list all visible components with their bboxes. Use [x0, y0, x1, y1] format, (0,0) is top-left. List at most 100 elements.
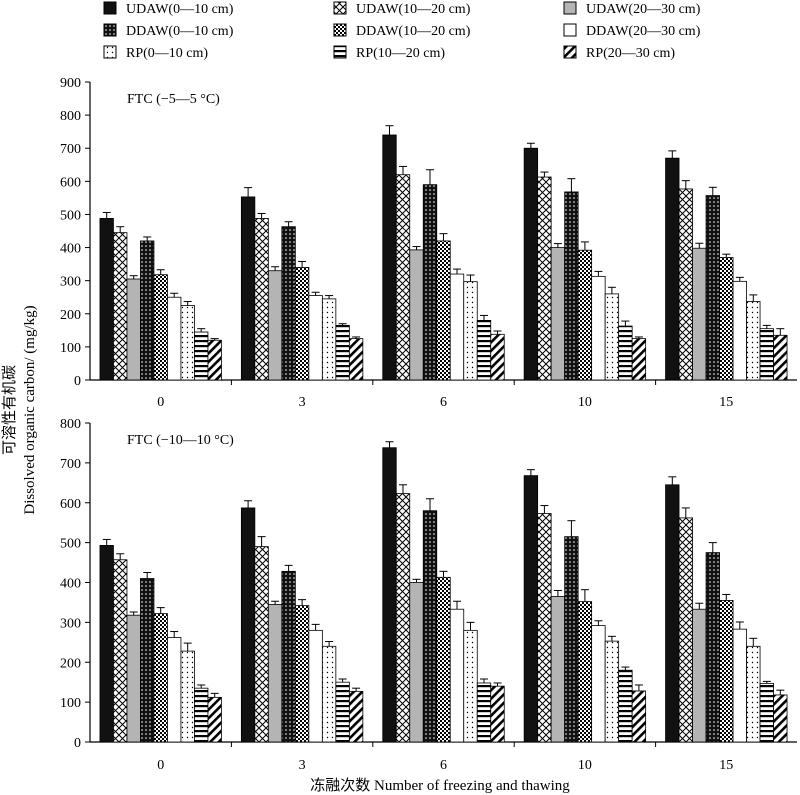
bar-15-series-1 — [665, 484, 680, 743]
legend-entry-7: RP(0—10 cm) — [103, 45, 208, 61]
legend-entry-9: RP(20—30 cm) — [563, 45, 675, 61]
legend-swatch — [563, 45, 577, 59]
bar-3-series-3 — [267, 604, 283, 743]
bar-10-series-4 — [564, 536, 579, 743]
bar-10-series-9 — [631, 338, 647, 381]
bar-15-series-3 — [692, 608, 707, 743]
y-tick-label: 300 — [60, 616, 81, 631]
x-tick-label: 6 — [440, 758, 447, 773]
x-tick-label: 10 — [578, 758, 592, 773]
bar-0-series-4 — [140, 240, 155, 381]
bar-15-series-6 — [732, 628, 747, 743]
panel-title: FTC (−10—10 °C) — [127, 433, 234, 448]
bar-6-series-6 — [449, 273, 465, 381]
bar-6-series-3 — [409, 249, 424, 381]
bar-3-series-1 — [240, 507, 256, 743]
bar-3-series-5 — [294, 267, 310, 381]
legend-label: DDAW(10—20 cm) — [356, 24, 471, 39]
bar-15-series-5 — [719, 600, 734, 743]
y-tick-label: 600 — [60, 175, 81, 190]
bar-6-series-5 — [436, 240, 451, 381]
bar-15-series-9 — [773, 334, 788, 381]
x-tick-label: 15 — [719, 758, 733, 773]
bar-0-series-5 — [153, 613, 168, 743]
bar-6-series-1 — [382, 134, 397, 381]
bar-6-series-3 — [409, 582, 424, 743]
legend-swatch — [333, 23, 347, 37]
y-tick-label: 200 — [60, 656, 81, 671]
bar-0-series-3 — [126, 614, 141, 743]
bar-3-series-2 — [254, 218, 269, 381]
bar-6-series-4 — [422, 510, 438, 743]
bar-15-series-8 — [759, 682, 774, 743]
bar-3-series-9 — [348, 690, 364, 743]
bar-15-series-5 — [719, 257, 734, 381]
bar-6-series-1 — [382, 447, 397, 743]
bar-15-series-3 — [692, 247, 707, 381]
bar-6-series-4 — [422, 184, 438, 381]
bar-3-series-2 — [254, 546, 269, 743]
bar-15-series-9 — [773, 694, 788, 743]
y-tick-label: 100 — [60, 696, 81, 711]
bar-10-series-1 — [523, 147, 539, 381]
bar-3-series-8 — [335, 324, 350, 381]
bar-3-series-3 — [267, 270, 283, 381]
y-axis-label-chinese: 可溶性有机碳 — [1, 365, 18, 455]
y-tick-label: 200 — [60, 308, 81, 323]
bar-0-series-1 — [99, 218, 114, 381]
x-tick-label: 0 — [157, 395, 164, 410]
bar-6-series-7 — [463, 281, 478, 381]
legend-entry-6: DDAW(20—30 cm) — [563, 23, 701, 39]
bar-0-series-8 — [194, 331, 209, 381]
bar-10-series-7 — [604, 293, 620, 381]
bar-3-series-6 — [308, 295, 323, 381]
bar-15-series-1 — [665, 157, 680, 381]
bar-10-series-2 — [537, 176, 552, 381]
bar-6-series-8 — [476, 319, 492, 381]
x-axis-label: 冻融次数 Number of freezing and thawing — [310, 776, 570, 794]
bar-6-series-7 — [463, 629, 478, 743]
bar-0-series-7 — [180, 305, 195, 381]
y-tick-label: 100 — [60, 341, 81, 356]
bar-0-series-8 — [194, 687, 209, 743]
legend-entry-4: DDAW(0—10 cm) — [103, 23, 234, 39]
bar-0-series-2 — [113, 559, 128, 743]
bar-0-series-9 — [207, 339, 222, 381]
bar-15-series-2 — [678, 188, 693, 381]
y-tick-label: 500 — [60, 537, 81, 552]
x-tick-label: 15 — [719, 395, 733, 410]
y-tick-label: 800 — [60, 417, 81, 432]
y-tick-label: 300 — [60, 275, 81, 290]
legend-swatch — [103, 23, 117, 37]
bar-0-series-4 — [140, 578, 155, 743]
bar-6-series-5 — [436, 576, 451, 743]
x-tick-label: 10 — [578, 395, 592, 410]
y-axis-label-english: Dissolved organic carbon/ (mg/kg) — [22, 305, 38, 514]
bar-0-series-2 — [113, 232, 128, 381]
legend-entry-2: UDAW(10—20 cm) — [333, 1, 471, 17]
legend-label: RP(20—30 cm) — [586, 46, 675, 61]
bar-3-series-7 — [321, 298, 337, 381]
bar-15-series-4 — [705, 552, 720, 743]
legend-label: UDAW(10—20 cm) — [356, 2, 471, 17]
bar-15-series-7 — [746, 645, 761, 743]
bar-15-series-8 — [759, 328, 774, 381]
bar-10-series-3 — [550, 596, 566, 743]
y-tick-label: 0 — [74, 736, 81, 751]
bar-10-series-6 — [591, 625, 606, 743]
bar-15-series-7 — [746, 301, 761, 381]
bar-3-series-1 — [240, 196, 256, 381]
bar-10-series-9 — [631, 690, 647, 743]
legend-swatch — [103, 45, 117, 59]
y-tick-label: 800 — [60, 109, 81, 124]
bar-6-series-9 — [490, 685, 505, 743]
bar-6-series-9 — [490, 333, 505, 381]
bar-6-series-8 — [476, 682, 492, 743]
y-tick-label: 600 — [60, 497, 81, 512]
legend-entry-5: DDAW(10—20 cm) — [333, 23, 471, 39]
y-tick-label: 0 — [74, 374, 81, 389]
legend-entry-1: UDAW(0—10 cm) — [103, 1, 234, 17]
bar-10-series-3 — [550, 247, 566, 381]
